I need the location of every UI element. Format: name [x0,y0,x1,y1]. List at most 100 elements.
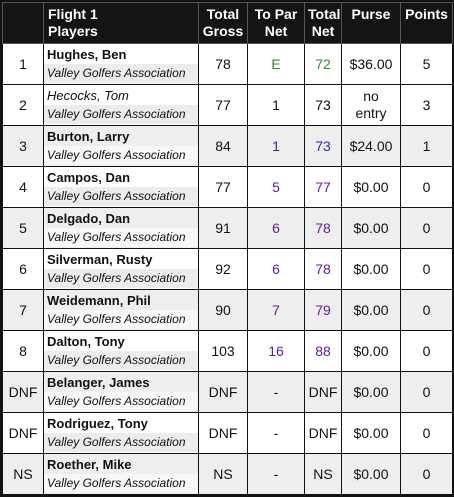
table-row: 5 Delgado, Dan Valley Golfers Association 9… [2,207,453,249]
total-net-cell: 72 [304,43,342,85]
player-association: Valley Golfers Association [44,474,198,493]
total-net-cell: 77 [304,166,342,208]
player-cell: Campos, Dan Valley Golfers Association [43,166,199,208]
gross-header-line1: Total [206,6,240,22]
total-gross-cell: NS [198,453,248,495]
purse-cell: $0.00 [341,453,401,495]
total-gross-cell: 90 [198,289,248,331]
player-name: Burton, Larry [47,129,130,144]
gross-header-line2: Gross [202,23,244,39]
to-par-net-cell: - [247,453,305,495]
to-par-net-cell: 6 [247,248,305,290]
purse-cell: $36.00 [341,43,401,85]
net-header-line1: Total [308,6,341,22]
player-cell: Belanger, James Valley Golfers Associatio… [43,371,199,413]
to-par-net-cell: 1 [247,84,305,126]
position-cell: 7 [2,289,44,331]
purse-cell: $0.00 [341,371,401,413]
total-gross-cell: DNF [198,371,248,413]
purse-cell: $0.00 [341,207,401,249]
position-cell: 6 [2,248,44,290]
position-cell: 8 [2,330,44,372]
purse-cell: $0.00 [341,248,401,290]
to-par-net-cell: 1 [247,125,305,167]
player-cell: Roether, Mike Valley Golfers Association [43,453,199,495]
total-net-cell: 78 [304,207,342,249]
to-par-net-cell: E [247,43,305,85]
player-name: Belanger, James [47,375,150,390]
player-cell: Rodriguez, Tony Valley Golfers Associatio… [43,412,199,454]
player-name: Campos, Dan [47,170,131,185]
total-net-cell: 73 [304,84,342,126]
player-name: Hecocks, Tom [47,88,129,103]
player-association: Valley Golfers Association [44,310,198,329]
position-header [2,2,44,44]
header-row: Flight 1 Players Total Gross To Par Net … [2,2,453,44]
position-cell: DNF [2,371,44,413]
points-header: Points [400,2,453,44]
position-cell: 2 [2,84,44,126]
player-cell: Silverman, Rusty Valley Golfers Associati… [43,248,199,290]
player-cell: Burton, Larry Valley Golfers Association [43,125,199,167]
topar-header-line1: To Par [254,6,298,22]
total-gross-cell: 84 [198,125,248,167]
purse-cell: no entry [341,84,401,126]
player-cell: Hecocks, Tom Valley Golfers Association [43,84,199,126]
points-cell: 0 [400,248,453,290]
purse-cell: $0.00 [341,412,401,454]
total-net-cell: 78 [304,248,342,290]
position-cell: DNF [2,412,44,454]
player-name: Rodriguez, Tony [47,416,148,431]
total-gross-header: Total Gross [198,2,248,44]
to-par-net-cell: 16 [247,330,305,372]
total-net-cell: 79 [304,289,342,331]
points-cell: 1 [400,125,453,167]
total-net-header: Total Net [304,2,342,44]
position-cell: NS [2,453,44,495]
purse-header: Purse [341,2,401,44]
player-cell: Dalton, Tony Valley Golfers Association [43,330,199,372]
player-name: Silverman, Rusty [47,252,153,267]
points-cell: 0 [400,371,453,413]
player-association: Valley Golfers Association [44,433,198,452]
to-par-net-cell: 5 [247,166,305,208]
points-cell: 0 [400,412,453,454]
player-association: Valley Golfers Association [44,105,198,124]
table-row: DNF Rodriguez, Tony Valley Golfers Associa… [2,412,453,454]
table-row: 6 Silverman, Rusty Valley Golfers Associat… [2,248,453,290]
total-gross-cell: 103 [198,330,248,372]
player-association: Valley Golfers Association [44,228,198,247]
points-cell: 0 [400,166,453,208]
total-gross-cell: 92 [198,248,248,290]
total-net-cell: 73 [304,125,342,167]
position-cell: 4 [2,166,44,208]
purse-header-label: Purse [351,6,391,22]
total-net-cell: NS [304,453,342,495]
purse-line1: no [363,88,379,104]
purse-cell: $0.00 [341,330,401,372]
to-par-net-cell: - [247,412,305,454]
purse-line2: entry [355,105,387,121]
purse-cell: $24.00 [341,125,401,167]
player-cell: Hughes, Ben Valley Golfers Association [43,43,199,85]
players-header-line1: Flight 1 [48,6,98,22]
results-body: 1 Hughes, Ben Valley Golfers Association 78… [2,43,453,495]
player-association: Valley Golfers Association [44,392,198,411]
total-gross-cell: 77 [198,84,248,126]
player-name: Hughes, Ben [47,47,127,62]
players-header-line2: Players [48,23,98,39]
player-name: Delgado, Dan [47,211,131,226]
table-row: 2 Hecocks, Tom Valley Golfers Association 7… [2,84,453,126]
player-association: Valley Golfers Association [44,146,198,165]
to-par-net-cell: 7 [247,289,305,331]
points-cell: 0 [400,453,453,495]
to-par-net-cell: 6 [247,207,305,249]
to-par-net-cell: - [247,371,305,413]
purse-cell: $0.00 [341,166,401,208]
table-row: 4 Campos, Dan Valley Golfers Association 77… [2,166,453,208]
players-header: Flight 1 Players [43,2,199,44]
total-gross-cell: DNF [198,412,248,454]
net-header-line2: Net [311,23,335,39]
